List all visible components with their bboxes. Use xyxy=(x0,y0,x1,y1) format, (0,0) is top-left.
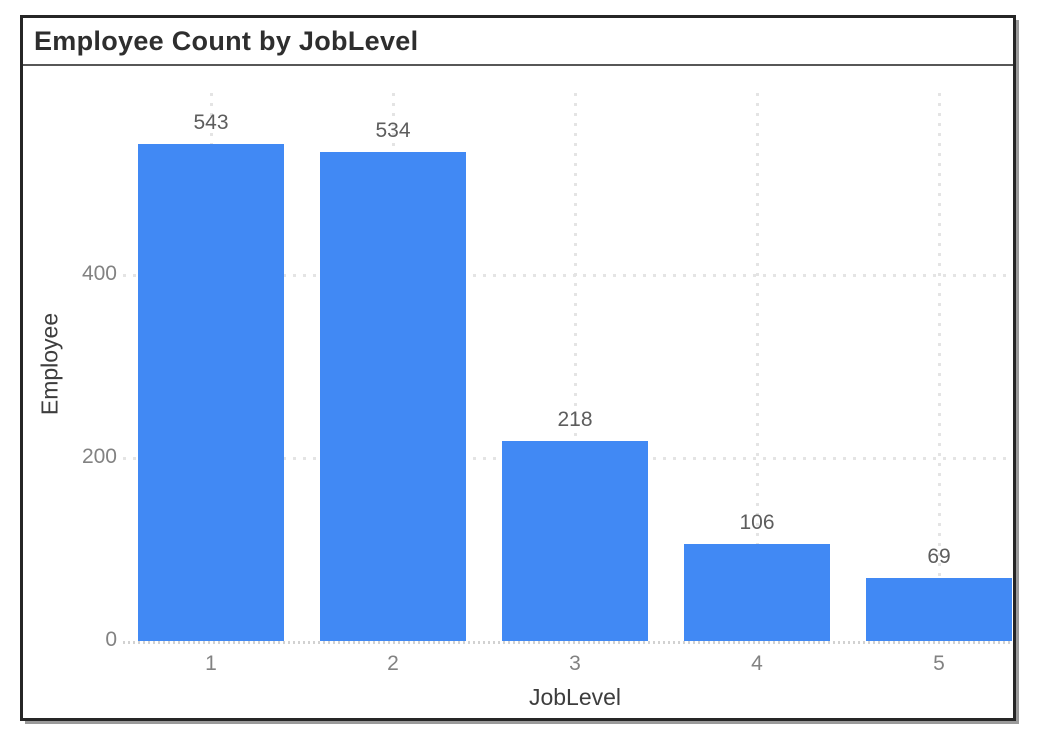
horizontal-gridline xyxy=(123,274,1012,277)
x-tick-label: 5 xyxy=(933,652,945,675)
bar-value-label: 106 xyxy=(739,511,775,534)
vertical-gridline xyxy=(756,93,759,641)
bar-value-label: 534 xyxy=(375,119,411,142)
vertical-gridline xyxy=(574,93,577,641)
bar[interactable] xyxy=(502,441,648,641)
x-axis-baseline xyxy=(123,641,1012,644)
bar-value-label: 218 xyxy=(557,408,593,431)
y-tick-label: 200 xyxy=(81,445,117,468)
bar[interactable] xyxy=(138,144,284,641)
bar-value-label: 543 xyxy=(193,111,229,134)
x-tick-label: 2 xyxy=(387,652,399,675)
x-tick-label: 1 xyxy=(205,652,217,675)
y-tick-label: 0 xyxy=(105,628,117,651)
x-tick-label: 4 xyxy=(751,652,763,675)
x-tick-label: 3 xyxy=(569,652,581,675)
bar[interactable] xyxy=(684,544,830,641)
y-axis-title: Employee xyxy=(36,312,63,416)
chart-title: Employee Count by JobLevel xyxy=(34,25,419,56)
vertical-gridline xyxy=(938,93,941,641)
plot-area: Employee JobLevel 0 200 400 543 1 534 2 218 3 106… xyxy=(23,66,1013,722)
chart-window: Employee Count by JobLevel Employee JobL… xyxy=(20,15,1016,721)
y-tick-label: 400 xyxy=(81,262,117,285)
bar[interactable] xyxy=(320,152,466,641)
bar-value-label: 69 xyxy=(927,545,951,568)
x-axis-title: JobLevel xyxy=(528,684,622,710)
bar[interactable] xyxy=(866,578,1012,641)
chart-title-bar: Employee Count by JobLevel xyxy=(23,18,1013,66)
